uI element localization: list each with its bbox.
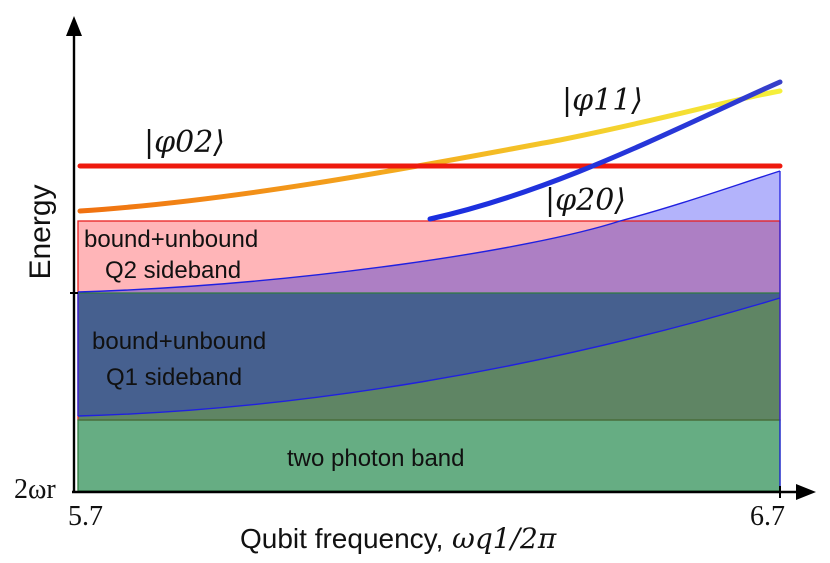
two-photon-band [78,420,780,491]
q2-band-label-1: bound+unbound [84,226,258,253]
q1-overlap-region [78,298,780,420]
phi20-curve [427,79,783,222]
two-photon-band-label: two photon band [287,445,464,472]
x-axis-label: Qubit frequency, [240,523,443,554]
x-axis-arrow-icon [796,484,816,500]
q2-band-curve [77,170,781,293]
x-tick-min: 5.7 [68,501,103,532]
q2-overlap-region [78,221,780,293]
upper-blue-region [620,171,780,221]
x-axis-label-math: ωq1/2π [452,522,557,555]
q1-band-curve [77,297,781,417]
q1-band-label-2: Q1 sideband [106,364,242,391]
q1-band-label-1: bound+unbound [92,328,266,355]
y-axis-arrow-icon [66,16,82,36]
phi20-label: |φ20⟩ [545,183,626,218]
y-axis-label: Energy [24,184,57,279]
phi11-curve [77,88,783,214]
x-tick-max: 6.7 [750,501,785,532]
q2-band-label-2: Q2 sideband [105,257,241,284]
phi02-label: |φ02⟩ [144,125,225,160]
y-tick-min: 2ωr [14,474,56,505]
phi11-label: |φ11⟩ [562,83,643,118]
